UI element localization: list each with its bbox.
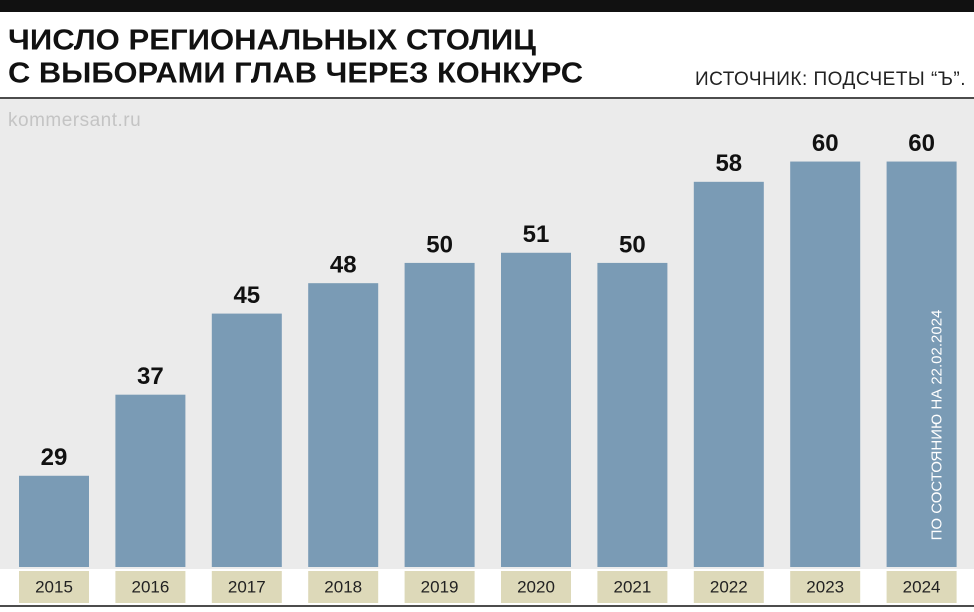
bar	[790, 161, 861, 567]
value-label: 51	[523, 221, 550, 248]
bar	[501, 252, 571, 568]
category-box	[501, 571, 571, 603]
value-label: 58	[715, 150, 742, 177]
bar	[211, 313, 282, 567]
value-label: 60	[908, 130, 935, 157]
x-tick-label: 2017	[228, 577, 266, 596]
chart-title: ЧИСЛО РЕГИОНАЛЬНЫХ СТОЛИЦ	[8, 25, 536, 57]
bar	[597, 262, 668, 567]
bar	[115, 394, 186, 567]
x-tick-label: 2016	[131, 577, 169, 596]
annotation: ПО СОСТОЯНИЮ НА 22.02.2024	[929, 310, 946, 541]
category-box	[597, 571, 668, 603]
category-box	[693, 571, 764, 603]
x-tick-label: 2015	[35, 577, 73, 596]
bar	[693, 181, 764, 567]
x-tick-label: 2018	[324, 577, 362, 596]
value-label: 45	[233, 282, 260, 309]
source: ИСТОЧНИК: ПОДСЧЕТЫ “Ъ”.	[695, 69, 966, 90]
value-label: 50	[426, 231, 453, 258]
chart-title: С ВЫБОРАМИ ГЛАВ ЧЕРЕЗ КОНКУРС	[8, 58, 583, 90]
category-box	[115, 571, 186, 603]
value-label: 37	[137, 363, 164, 390]
bar	[19, 475, 89, 567]
category-box	[211, 571, 282, 603]
category-box	[790, 571, 861, 603]
x-tick-label: 2023	[806, 577, 844, 596]
value-label: 60	[812, 130, 839, 157]
bar	[886, 161, 957, 567]
category-box	[886, 571, 957, 603]
watermark: kommersant.ru	[8, 110, 141, 131]
x-tick-label: 2019	[421, 577, 459, 596]
top-bar	[0, 0, 974, 12]
value-label: 48	[330, 252, 357, 279]
bar	[404, 262, 475, 567]
bar	[308, 283, 379, 567]
x-tick-label: 2020	[517, 577, 555, 596]
x-tick-label: 2021	[613, 577, 651, 596]
category-box	[19, 571, 89, 603]
category-box	[404, 571, 475, 603]
category-box	[308, 571, 379, 603]
value-label: 29	[41, 444, 68, 471]
x-tick-label: 2022	[710, 577, 748, 596]
x-tick-label: 2024	[903, 577, 941, 596]
value-label: 50	[619, 231, 646, 258]
